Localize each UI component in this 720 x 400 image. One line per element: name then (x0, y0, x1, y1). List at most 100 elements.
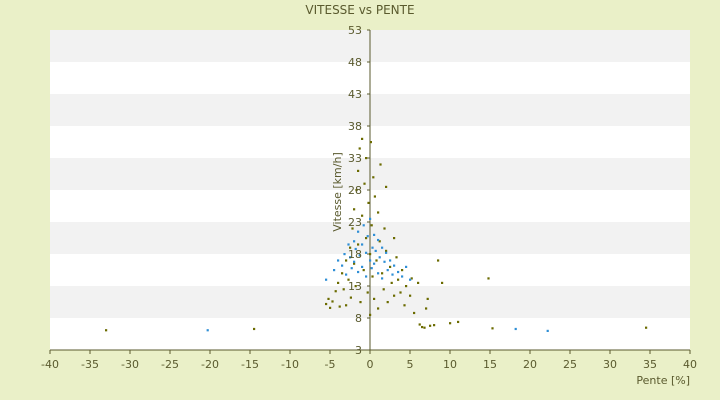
scatter-point (365, 157, 368, 160)
scatter-point (397, 278, 400, 281)
tick-labels: -40 -35 -30 -25 -20 -15 -10 -5 0 5 10 15 20 25 30 35 40 3… (41, 24, 697, 371)
scatter-point (373, 297, 376, 300)
scatter-point (361, 243, 364, 246)
scatter-point (365, 237, 368, 240)
scatter-point (369, 217, 372, 220)
scatter-point (359, 301, 362, 304)
scatter-point (369, 253, 372, 256)
scatter-point (409, 278, 412, 281)
scatter-point (327, 297, 330, 300)
scatter-point (389, 265, 392, 268)
x-tick-label: 0 (367, 358, 374, 371)
scatter-point (418, 323, 421, 326)
scatter-point (365, 275, 368, 278)
y-tick-label: 33 (348, 152, 362, 165)
scatter-point (351, 227, 354, 230)
scatter-point (383, 260, 386, 263)
scatter-point (393, 294, 396, 297)
x-tick-label: 35 (643, 358, 657, 371)
y-tick-label: 28 (348, 184, 362, 197)
scatter-point (401, 275, 404, 278)
x-axis-label: Pente [%] (636, 374, 690, 387)
scatter-point (377, 211, 380, 214)
scatter-point (385, 249, 388, 252)
scatter-point (373, 195, 376, 198)
scatter-point (377, 272, 380, 275)
scatter-point (423, 326, 426, 329)
scatter-point (353, 208, 356, 211)
y-tick-label: 8 (355, 312, 362, 325)
scatter-point (403, 304, 406, 307)
scatter-point (357, 243, 360, 246)
scatter-point (433, 324, 436, 327)
scatter-point (399, 291, 402, 294)
scatter-point (393, 264, 396, 267)
scatter-point (365, 251, 368, 254)
scatter-point (390, 281, 393, 284)
scatter-point (378, 256, 381, 259)
scatter-point (405, 285, 408, 288)
x-tick-label: -10 (281, 358, 299, 371)
scatter-point (353, 260, 356, 263)
scatter-point (349, 296, 352, 299)
scatter-point (426, 297, 429, 300)
scatter-point (369, 313, 372, 316)
scatter-point (325, 278, 328, 281)
x-tick-label: 15 (483, 358, 497, 371)
scatter-point (361, 214, 364, 217)
scatter-point (343, 253, 346, 256)
scatter-point (382, 288, 385, 291)
scatter-point (395, 256, 398, 259)
x-tick-label: -40 (41, 358, 59, 371)
scatter-point (366, 291, 369, 294)
chart-title: VITESSE vs PENTE (305, 3, 414, 17)
scatter-point (253, 327, 256, 331)
scatter-point (385, 251, 388, 254)
scatter-point (371, 246, 374, 249)
y-tick-label: 13 (348, 280, 362, 293)
scatter-point (383, 227, 386, 230)
scatter-point (334, 290, 337, 293)
scatter-point (386, 269, 389, 272)
scatter-point (421, 325, 424, 329)
x-tick-label: -15 (241, 358, 259, 371)
scatter-point (405, 265, 408, 268)
x-tick-label: 10 (443, 358, 457, 371)
scatter-point (372, 176, 375, 179)
scatter-point (353, 240, 356, 243)
scatter-point (345, 273, 348, 276)
scatter-point (381, 272, 384, 275)
scatter-point (357, 230, 360, 233)
scatter-point (370, 267, 373, 270)
scatter-point (373, 262, 376, 265)
scatter-point (369, 259, 372, 262)
scatter-point (425, 307, 428, 310)
scatter-point (375, 259, 378, 262)
scatter-point (371, 275, 374, 278)
scatter-point (347, 278, 350, 281)
scatter-point (409, 294, 412, 297)
scatter-point (341, 272, 344, 275)
y-tick-label: 38 (348, 120, 362, 133)
y-tick-label: 53 (348, 24, 362, 37)
scatter-point (354, 247, 357, 251)
scatter-point (367, 201, 370, 204)
y-axis-label: Vitesse [km/h] (331, 152, 344, 232)
scatter-point (337, 281, 340, 284)
scatter-point (487, 277, 490, 280)
scatter-point (363, 182, 366, 185)
scatter-point (413, 311, 416, 315)
scatter-point (381, 246, 384, 249)
scatter-point (362, 224, 365, 227)
y-tick-label: 3 (355, 344, 362, 357)
x-tick-label: -5 (325, 358, 336, 371)
scatter-point (357, 169, 360, 172)
scatter-point (353, 262, 356, 265)
scatter-point (361, 265, 364, 268)
scatter-point (366, 235, 369, 238)
scatter-point (357, 270, 360, 274)
scatter-point (206, 329, 209, 332)
scatter-point (441, 281, 444, 284)
scatter-point (386, 301, 389, 304)
x-tick-label: 20 (523, 358, 537, 371)
